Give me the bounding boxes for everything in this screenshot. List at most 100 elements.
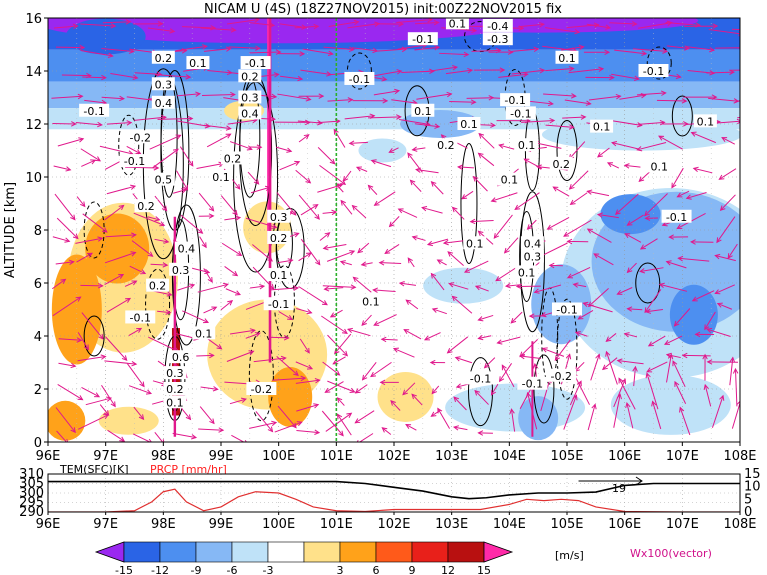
- colorbar-low-end: [94, 541, 125, 563]
- colorbar-swatch: [123, 541, 161, 563]
- colorbar-swatch: [267, 541, 305, 563]
- surface-x-tick-label: 100E: [262, 517, 295, 532]
- wind-vector: [133, 21, 164, 27]
- wind-vector: [296, 429, 321, 435]
- wind-vector: [431, 385, 440, 395]
- svg-text:-0.1: -0.1: [510, 107, 531, 120]
- wind-vector: [737, 116, 740, 119]
- wind-vector: [231, 434, 247, 442]
- svg-text:-0.2: -0.2: [550, 370, 571, 383]
- wind-vector: [355, 166, 368, 172]
- wind-vector: [224, 215, 242, 221]
- wind-vector: [442, 239, 467, 246]
- svg-text:-0.1: -0.1: [245, 57, 266, 70]
- wind-vector: [104, 360, 138, 367]
- svg-text:0.2: 0.2: [137, 200, 155, 213]
- svg-text:-0.1: -0.1: [643, 65, 664, 78]
- wind-vector: [80, 49, 114, 58]
- wind-vector: [182, 310, 210, 324]
- wind-vector: [199, 236, 207, 249]
- wind-vector: [124, 280, 138, 287]
- contour-label: -0.1: [119, 154, 150, 168]
- wind-vector: [179, 146, 194, 167]
- wind-vector: [249, 144, 263, 150]
- shade-blob: [65, 18, 146, 55]
- wind-vector: [429, 359, 446, 366]
- surface-annotation: 19: [612, 482, 626, 495]
- wind-vector: [647, 335, 666, 347]
- surface-x-tick-label: 104E: [493, 517, 526, 532]
- x-tick-label: 101E: [320, 449, 353, 464]
- wind-vector: [380, 336, 398, 343]
- wind-vector: [448, 282, 469, 290]
- wind-vector: [110, 73, 139, 80]
- wind-vector: [644, 215, 658, 221]
- svg-text:0.1: 0.1: [518, 139, 536, 152]
- colorbar-high-end: [483, 541, 514, 563]
- wind-vector: [449, 99, 477, 105]
- wind-vector: [632, 365, 638, 387]
- wind-vector: [368, 114, 402, 120]
- wind-vector: [737, 47, 740, 49]
- x-tick-label: 104E: [493, 449, 526, 464]
- svg-text:-0.1: -0.1: [556, 304, 577, 317]
- wind-vector: [714, 253, 736, 262]
- surface-left-tick: 305: [19, 477, 44, 492]
- wind-vector: [54, 193, 76, 221]
- wind-vector: [596, 212, 619, 219]
- wind-vector: [409, 179, 422, 192]
- wind-vector: [270, 285, 300, 291]
- svg-text:-0.1: -0.1: [124, 155, 145, 168]
- colorbar-tick-label: -3: [263, 564, 274, 575]
- wind-vector: [685, 46, 715, 53]
- wind-vector: [75, 236, 104, 244]
- y-tick-label: 4: [34, 330, 42, 345]
- wind-vector: [411, 393, 423, 406]
- svg-text:-0.4: -0.4: [487, 20, 508, 33]
- svg-text:0.3: 0.3: [270, 211, 288, 224]
- svg-text:0.4: 0.4: [241, 107, 259, 120]
- colorbar-tick-label: -6: [227, 564, 238, 575]
- wind-vector: [77, 332, 89, 351]
- wind-vector: [708, 29, 740, 37]
- wind-vector: [348, 140, 368, 146]
- svg-text:-0.1: -0.1: [522, 378, 543, 391]
- contour-line: [646, 46, 672, 80]
- wind-vector: [405, 299, 419, 310]
- wind-vector: [275, 146, 293, 153]
- surface-x-tick-label: 106E: [608, 517, 641, 532]
- wind-vector: [590, 353, 601, 381]
- wind-vector: [651, 400, 662, 430]
- wind-vector: [104, 204, 125, 221]
- wind-vector: [199, 406, 215, 425]
- wind-vector: [226, 350, 255, 362]
- wind-vector: [203, 268, 213, 283]
- wind-vector: [411, 235, 426, 241]
- contour-label: 0.1: [445, 16, 469, 30]
- svg-text:0.1: 0.1: [189, 57, 207, 70]
- contour-label: 0.4: [151, 95, 175, 110]
- contour-label: 0.1: [359, 294, 383, 309]
- wind-vector: [474, 67, 506, 73]
- wind-vector: [173, 188, 188, 194]
- shade-blob: [377, 371, 434, 422]
- precip-line: [48, 488, 740, 512]
- wind-vector: [277, 258, 294, 264]
- wind-vector: [298, 194, 320, 220]
- y-tick-label: 0: [34, 436, 42, 451]
- wind-vector: [609, 21, 638, 27]
- x-tick-label: 107E: [666, 449, 699, 464]
- svg-text:0.3: 0.3: [166, 367, 184, 380]
- surface-x-tick-label: 107E: [666, 517, 699, 532]
- wind-vector: [298, 134, 310, 143]
- wind-vector: [610, 119, 643, 128]
- shade-blob: [358, 138, 407, 163]
- wind-vector: [656, 98, 688, 104]
- y-axis-label: ALTITUDE [km]: [3, 182, 18, 278]
- wind-vector: [679, 406, 691, 436]
- svg-text:0.1: 0.1: [558, 52, 576, 65]
- temperature-label: TEM(SFC)[K]: [59, 463, 129, 476]
- wind-vector: [323, 46, 355, 53]
- wind-vector: [706, 327, 731, 337]
